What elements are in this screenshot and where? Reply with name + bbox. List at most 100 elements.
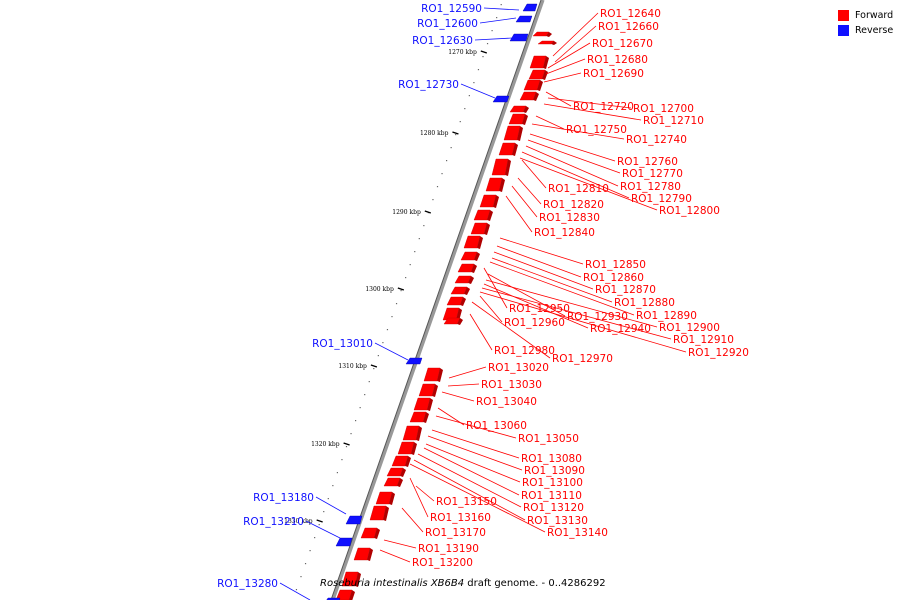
- ruler-dot: [359, 407, 361, 409]
- gene-label: RO1_12660: [598, 21, 659, 33]
- forward-gene-shade: [374, 528, 380, 539]
- tick-label: 1300 kbp: [365, 286, 394, 293]
- forward-gene-shade: [499, 178, 505, 192]
- leader-line: [496, 245, 582, 278]
- leader-line: [479, 295, 503, 323]
- ruler-dot: [395, 303, 398, 305]
- forward-gene-shade: [405, 456, 411, 467]
- forward-gene-shade: [505, 159, 511, 176]
- gene-label: RO1_12820: [543, 199, 604, 211]
- legend-reverse: Reverse: [838, 23, 893, 38]
- leader-line: [383, 539, 417, 549]
- leader-line: [427, 435, 523, 471]
- leader-line: [521, 151, 630, 199]
- gene-label: RO1_12860: [583, 272, 644, 284]
- leader-line: [305, 520, 341, 539]
- leader-line: [447, 383, 480, 387]
- forward-gene-shade: [551, 41, 557, 45]
- ruler-dot: [386, 329, 389, 331]
- ruler-dot: [405, 277, 407, 279]
- forward-gene-shade: [523, 106, 529, 113]
- gene-label: RO1_13060: [466, 420, 527, 432]
- gene-label: RO1_12700: [633, 103, 694, 115]
- tick-mark: [370, 364, 378, 368]
- leader-line: [552, 12, 599, 57]
- gene-label: RO1_13080: [521, 453, 582, 465]
- ruler-dot: [414, 251, 416, 253]
- legend-forward: Forward: [838, 8, 893, 23]
- legend-reverse-label: Reverse: [855, 25, 894, 36]
- ruler-dot: [350, 433, 352, 435]
- ruler-dot: [450, 147, 452, 149]
- forward-gene-shade: [457, 318, 463, 325]
- gene-label: RO1_13100: [522, 477, 583, 489]
- caption-rest: draft genome. - 0..4286292: [464, 578, 606, 589]
- ruler-dot: [323, 511, 325, 513]
- leader-line: [409, 463, 546, 533]
- gene-label: RO1_12760: [617, 156, 678, 168]
- leader-line: [481, 287, 672, 340]
- reverse-gene: [509, 33, 529, 42]
- forward-gene-shade: [400, 468, 406, 477]
- gene-label: RO1_13200: [412, 557, 473, 569]
- leader-line: [279, 582, 311, 600]
- leader-line: [535, 115, 565, 130]
- gene-label: RO1_13010: [312, 338, 373, 350]
- leader-line: [483, 283, 589, 329]
- gene-label: RO1_12780: [620, 181, 681, 193]
- tick-label: 1310 kbp: [338, 363, 367, 370]
- ruler-dot: [436, 186, 439, 188]
- forward-gene-shade: [427, 398, 433, 411]
- legend-forward-label: Forward: [855, 10, 894, 21]
- gene-label: RO1_12980: [494, 345, 555, 357]
- gene-label: RO1_12940: [590, 323, 651, 335]
- leader-line: [479, 291, 687, 353]
- reverse-swatch: [838, 25, 849, 36]
- gene-label: RO1_12640: [600, 8, 661, 20]
- leader-line: [519, 157, 658, 211]
- legend: Forward Reverse: [838, 8, 893, 38]
- ruler-dot: [418, 238, 420, 240]
- leader-line: [487, 273, 566, 317]
- ruler-dot: [300, 576, 302, 578]
- leader-line: [483, 267, 508, 309]
- leader-line: [425, 443, 521, 483]
- leader-line: [545, 58, 586, 75]
- gene-label: RO1_12930: [567, 311, 628, 323]
- leader-line: [460, 83, 496, 99]
- forward-gene-shade: [543, 56, 549, 69]
- ruler-dot: [391, 316, 393, 318]
- gene-label: RO1_12830: [539, 212, 600, 224]
- gene-label: RO1_12600: [417, 18, 478, 30]
- forward-gene-shade: [474, 252, 480, 261]
- leader-line: [529, 133, 616, 162]
- reverse-gene: [335, 537, 353, 547]
- gene-label: RO1_12890: [636, 310, 697, 322]
- leader-line: [547, 42, 591, 69]
- ruler-dot: [477, 69, 480, 71]
- ruler-dot: [455, 134, 457, 136]
- forward-gene-shade: [493, 195, 499, 208]
- leader-line: [441, 391, 475, 402]
- leader-line: [554, 25, 597, 63]
- ruler-dot: [341, 459, 343, 461]
- gene-label: RO1_13130: [527, 515, 588, 527]
- tick-label: 1270 kbp: [448, 49, 477, 56]
- ruler-dot: [446, 160, 448, 162]
- gene-label: RO1_12840: [534, 227, 595, 239]
- forward-gene-shade: [464, 287, 470, 295]
- tick-label: 1280 kbp: [420, 130, 449, 137]
- forward-gene-shade: [397, 478, 403, 487]
- forward-gene-shade: [537, 80, 543, 91]
- gene-label: RO1_12690: [583, 68, 644, 80]
- ruler-dot: [309, 550, 311, 552]
- leader-line: [491, 257, 613, 303]
- forward-gene-shade: [533, 92, 539, 101]
- gene-label: RO1_12770: [622, 168, 683, 180]
- gene-label: RO1_13150: [436, 496, 497, 508]
- gene-label: RO1_13180: [253, 492, 314, 504]
- leader-line: [493, 251, 594, 290]
- forward-gene-shade: [468, 276, 474, 284]
- reverse-gene: [515, 15, 533, 23]
- reverse-gene: [522, 3, 538, 12]
